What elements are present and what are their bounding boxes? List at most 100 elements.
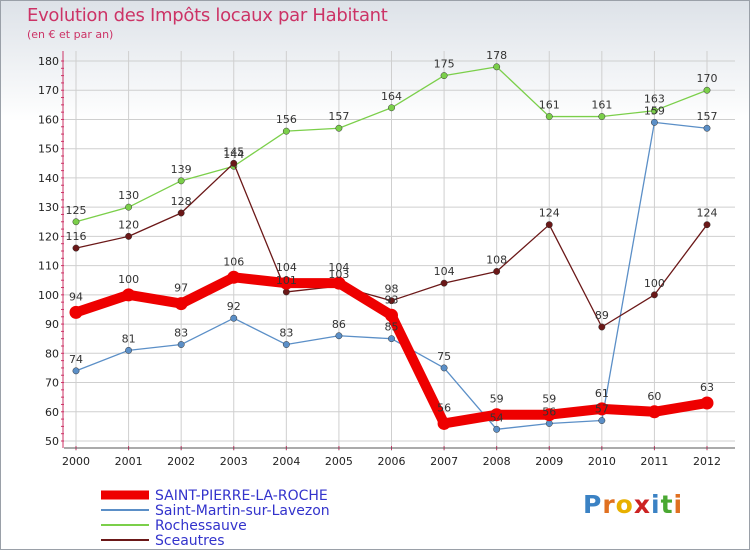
y-tick-label: 130 [38,201,59,214]
data-point [72,218,80,226]
x-tick-label: 2004 [272,455,300,468]
data-label: 145 [223,145,244,158]
data-label: 97 [174,282,188,295]
y-tick-label: 160 [38,113,59,126]
data-label: 163 [644,93,665,106]
x-tick-label: 2008 [483,455,511,468]
x-tick-label: 2001 [115,455,143,468]
data-point [177,341,185,348]
data-label: 63 [700,381,714,394]
data-point [227,270,241,284]
data-label: 108 [486,253,507,266]
data-point [440,72,448,80]
data-label: 56 [542,405,556,418]
data-point [703,221,711,229]
data-label: 100 [118,273,139,286]
data-point [650,107,658,115]
data-point [335,332,343,340]
y-tick-label: 70 [45,377,59,390]
y-tick-label: 100 [38,289,59,302]
axes: 50 60 70 80 90 100 110 120 130 140 150 160 170 180 200… [38,51,735,468]
y-tick-label: 150 [38,143,59,156]
x-tick-label: 2009 [535,455,563,468]
data-label: 54 [490,411,504,424]
data-point [72,244,80,252]
legend-label: Rochessauve [155,518,247,534]
x-tick-label: 2010 [588,455,616,468]
data-label: 159 [644,104,665,117]
logo-letter: r [602,490,616,519]
data-label: 60 [647,390,661,403]
logo-letter: t [660,490,674,519]
data-label: 124 [539,207,560,220]
data-labels: 74 81 83 92 83 86 85 75 54 56 57 159 157 125 130 139 144… [66,49,718,424]
data-point [335,124,343,132]
data-label: 61 [595,387,609,400]
data-point [700,396,714,410]
data-label: 175 [434,58,455,71]
data-point [542,408,556,422]
data-point [69,305,83,319]
data-label: 161 [591,99,612,112]
data-label: 124 [697,207,718,220]
legend-label: Sceautres [155,533,225,549]
data-label: 130 [118,189,139,202]
data-point [650,118,658,126]
data-point [230,159,238,167]
proxiti-logo: Proxiti [583,490,683,519]
data-point [282,341,290,348]
data-label: 101 [276,274,297,287]
data-point [545,221,553,229]
data-point [279,276,293,290]
data-point [388,104,395,112]
logo-letter: P [583,490,603,519]
data-label: 56 [437,401,451,414]
y-tick-label: 140 [38,172,59,185]
y-tick-label: 80 [45,347,59,360]
data-point [125,203,133,211]
data-point [493,425,501,433]
data-label: 116 [66,230,87,243]
data-label: 103 [328,268,349,281]
data-point [598,417,606,424]
data-label: 104 [276,261,297,274]
x-tick-label: 2011 [640,455,668,468]
data-label: 144 [223,148,244,161]
data-label: 92 [227,300,241,313]
legend: SAINT-PIERRE-LA-ROCHESaint-Martin-sur-La… [101,488,330,549]
x-tick-label: 2002 [167,455,195,468]
data-label: 59 [542,393,556,406]
y-tick-label: 120 [38,230,59,243]
data-label: 157 [328,110,349,123]
data-point [385,308,398,322]
data-label: 104 [434,265,455,278]
data-point [125,346,133,354]
x-tick-label: 2012 [693,455,721,468]
data-label: 157 [697,110,718,123]
data-point [440,364,448,372]
y-tick-label: 50 [45,435,59,448]
x-tick-label: 2005 [325,455,353,468]
data-label: 161 [539,99,560,112]
data-label: 100 [644,277,665,290]
data-label: 125 [66,204,87,217]
data-point [650,291,658,299]
y-tick-label: 180 [38,55,59,68]
x-tick-label: 2003 [220,455,248,468]
data-point [545,113,553,120]
y-tick-label: 110 [38,260,59,273]
y-tick-label: 170 [38,84,59,97]
data-label: 104 [328,261,349,274]
data-point [598,323,606,331]
data-point [598,113,606,120]
data-point [174,297,188,311]
data-label: 89 [595,309,609,322]
data-label: 178 [486,49,507,62]
data-point [177,209,185,217]
x-tick-label: 2006 [378,455,406,468]
grid [64,51,735,451]
data-label: 85 [385,321,399,334]
data-point [122,288,136,302]
